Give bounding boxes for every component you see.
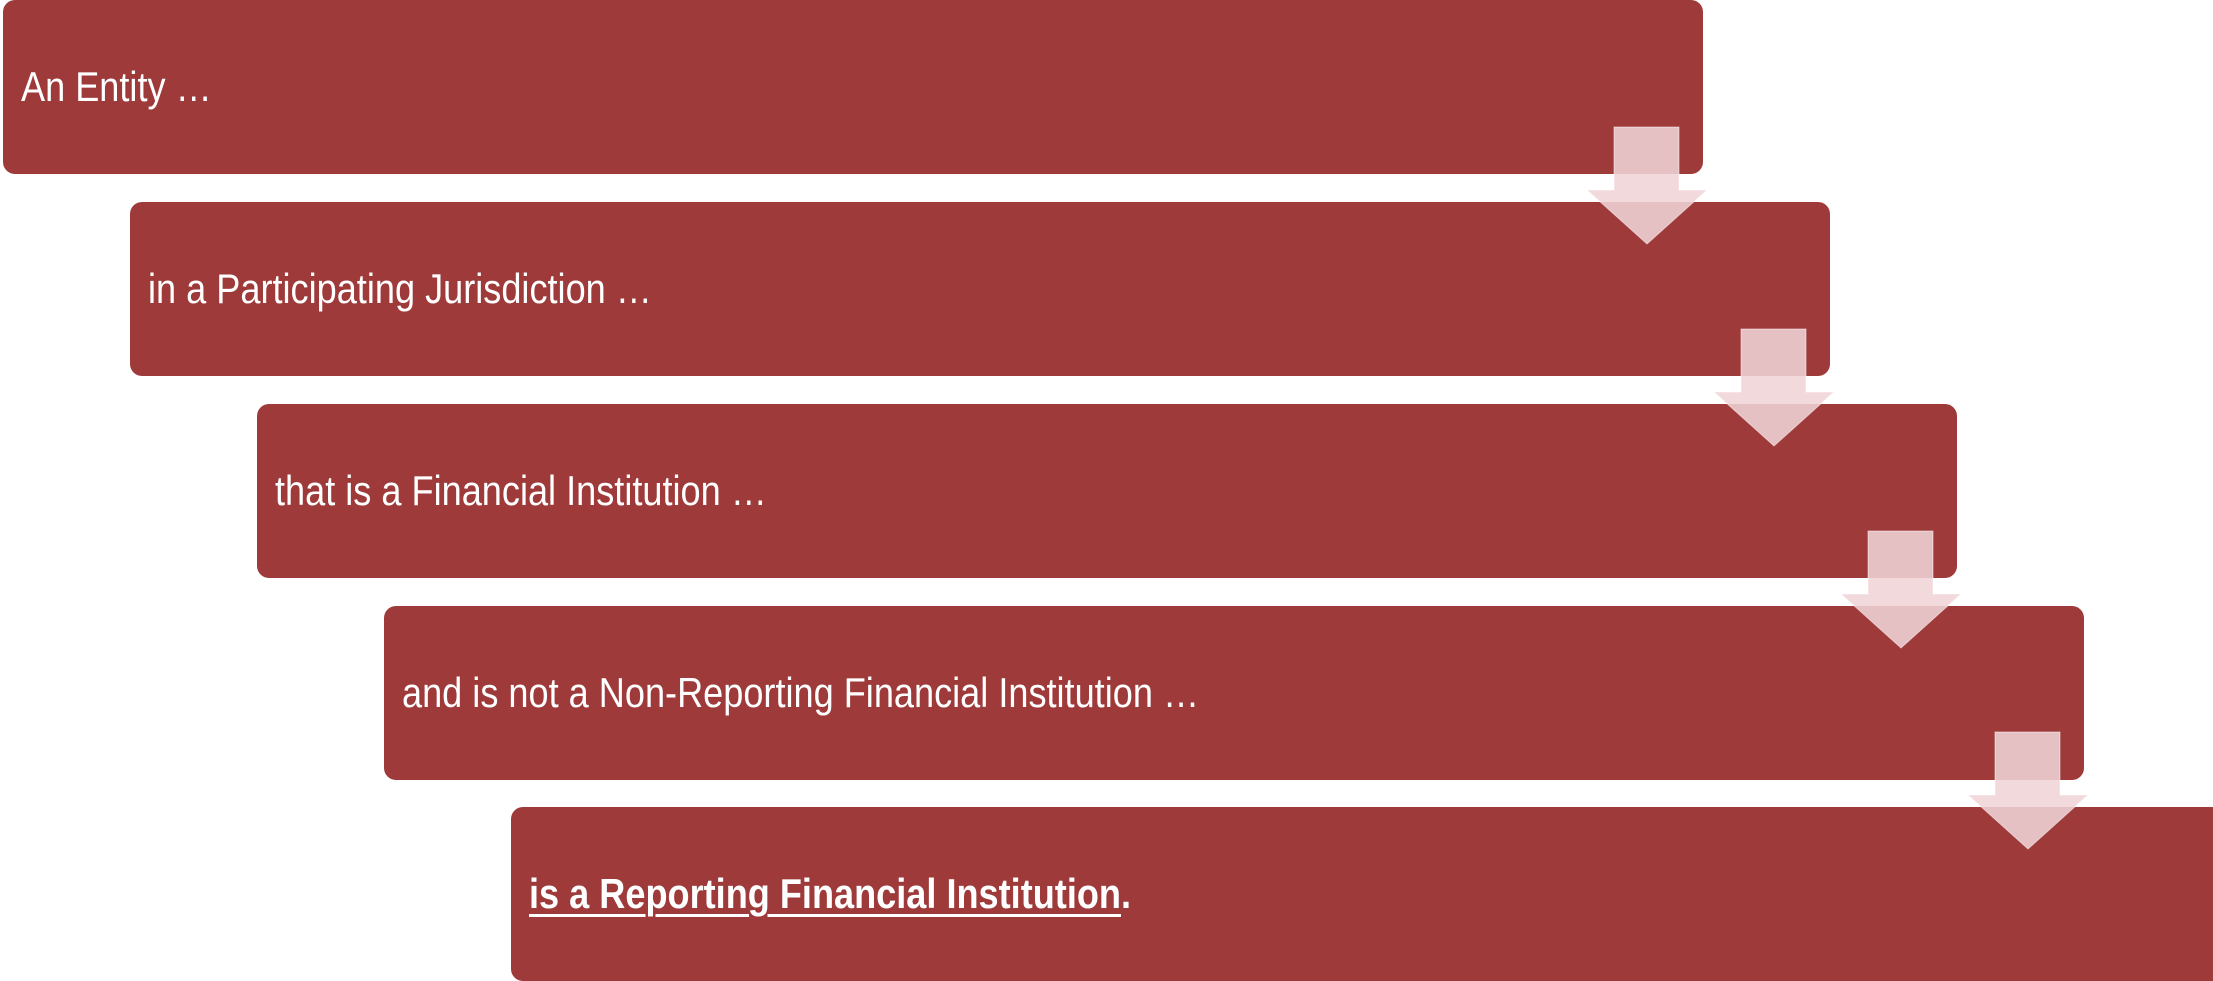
- conclusion-main: is a Reporting Financial Institution: [529, 870, 1122, 917]
- step-text: that is a Financial Institution …: [275, 467, 767, 514]
- step-text: An Entity …: [21, 63, 212, 110]
- conclusion-punctuation: .: [1121, 870, 1132, 917]
- step-text: in a Participating Jurisdiction …: [148, 265, 652, 312]
- step-text: and is not a Non-Reporting Financial Ins…: [402, 669, 1200, 716]
- conclusion-box: is a Reporting Financial Institution.: [511, 807, 2213, 981]
- down-arrow: [1966, 731, 2090, 850]
- step-box: An Entity …: [3, 0, 1703, 174]
- step-box: that is a Financial Institution …: [257, 404, 1957, 578]
- step-box: in a Participating Jurisdiction …: [130, 202, 1830, 376]
- down-arrow: [1839, 530, 1963, 649]
- step-box: and is not a Non-Reporting Financial Ins…: [384, 606, 2084, 780]
- down-arrow: [1712, 328, 1836, 447]
- conclusion-text: is a Reporting Financial Institution.: [529, 870, 1131, 918]
- down-arrow: [1585, 126, 1709, 245]
